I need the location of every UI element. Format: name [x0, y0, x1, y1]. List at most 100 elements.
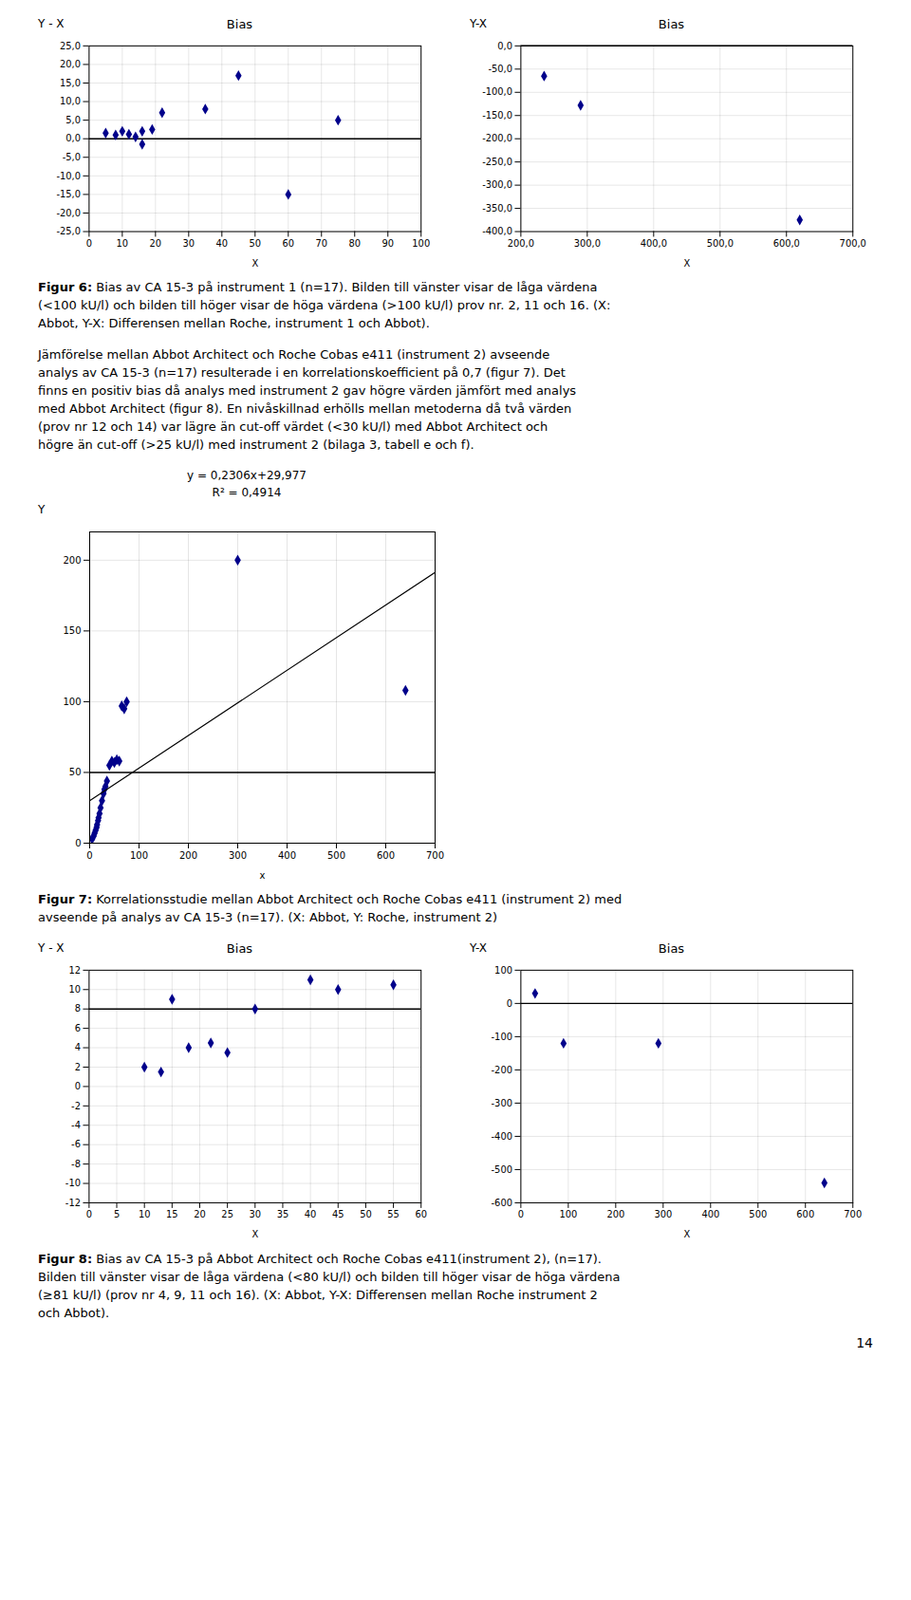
svg-text:0: 0 [74, 837, 81, 849]
svg-text:300: 300 [653, 1208, 672, 1220]
svg-text:40: 40 [216, 238, 229, 249]
svg-text:70: 70 [315, 238, 328, 249]
svg-text:55: 55 [387, 1208, 400, 1220]
svg-text:45: 45 [332, 1208, 345, 1220]
svg-text:6: 6 [74, 1022, 81, 1034]
svg-text:-600: -600 [491, 1197, 513, 1209]
svg-text:-10: -10 [65, 1177, 81, 1189]
svg-text:2: 2 [74, 1061, 81, 1073]
svg-text:700: 700 [843, 1208, 862, 1220]
svg-text:-10,0: -10,0 [55, 169, 81, 181]
svg-text:-150,0: -150,0 [482, 110, 513, 121]
svg-text:-20,0: -20,0 [55, 207, 81, 219]
svg-text:10: 10 [68, 984, 81, 995]
svg-text:-2: -2 [71, 1100, 81, 1112]
svg-text:4: 4 [74, 1041, 81, 1053]
svg-text:-4: -4 [71, 1119, 81, 1131]
svg-text:400: 400 [701, 1208, 720, 1220]
svg-text:30: 30 [249, 1208, 262, 1220]
svg-text:-400,0: -400,0 [482, 225, 513, 237]
svg-text:-6: -6 [71, 1138, 81, 1150]
svg-text:200,0: 200,0 [507, 238, 535, 249]
svg-text:10: 10 [116, 238, 130, 249]
svg-text:X: X [251, 258, 259, 269]
svg-text:25,0: 25,0 [59, 40, 81, 52]
svg-text:5,0: 5,0 [65, 114, 81, 126]
svg-text:100: 100 [62, 696, 81, 707]
svg-text:100: 100 [130, 850, 149, 861]
svg-text:20: 20 [193, 1208, 206, 1220]
svg-text:60: 60 [414, 1208, 428, 1220]
svg-text:X: X [683, 1228, 690, 1240]
svg-text:100: 100 [411, 238, 430, 249]
svg-text:0: 0 [506, 998, 513, 1009]
svg-text:-8: -8 [71, 1158, 81, 1170]
svg-text:-350,0: -350,0 [482, 203, 513, 214]
svg-text:0,0: 0,0 [65, 132, 81, 144]
svg-text:X: X [251, 1228, 259, 1240]
svg-text:12: 12 [68, 965, 81, 976]
svg-text:-400: -400 [491, 1131, 513, 1142]
svg-text:400: 400 [278, 850, 297, 861]
svg-text:-100: -100 [491, 1031, 513, 1042]
svg-text:-25,0: -25,0 [55, 225, 81, 237]
svg-text:100: 100 [494, 965, 513, 976]
svg-text:15: 15 [166, 1208, 179, 1220]
svg-text:0,0: 0,0 [497, 40, 513, 52]
svg-text:-300,0: -300,0 [482, 179, 513, 190]
svg-text:0: 0 [86, 850, 93, 861]
svg-text:30: 30 [183, 238, 196, 249]
svg-text:35: 35 [277, 1208, 290, 1220]
svg-text:10: 10 [138, 1208, 151, 1220]
svg-text:500: 500 [748, 1208, 767, 1220]
html-text:Figur 8: Bias av CA 15-3 på Ab: Figur 8: Bias av CA 15-3 på Abbot Archit… [37, 1251, 621, 1320]
svg-text:200: 200 [62, 555, 81, 566]
svg-text:-250,0: -250,0 [482, 156, 513, 168]
svg-text:-200: -200 [491, 1064, 513, 1076]
svg-text:100: 100 [558, 1208, 577, 1220]
svg-text:600: 600 [376, 850, 395, 861]
svg-text:25: 25 [221, 1208, 234, 1220]
svg-text:10,0: 10,0 [59, 95, 81, 107]
svg-text:0: 0 [74, 1080, 81, 1092]
svg-text:-200,0: -200,0 [482, 132, 513, 144]
svg-text:50: 50 [359, 1208, 372, 1220]
svg-text:20: 20 [149, 238, 163, 249]
svg-text:-500: -500 [491, 1164, 513, 1175]
svg-text:600: 600 [796, 1208, 815, 1220]
svg-text:300,0: 300,0 [574, 238, 601, 249]
svg-text:-300: -300 [491, 1097, 513, 1109]
html-text:Jämförelse mellan Abbot Archit: Jämförelse mellan Abbot Architect och Ro… [37, 347, 577, 452]
svg-text:90: 90 [381, 238, 394, 249]
svg-text:-100,0: -100,0 [482, 86, 513, 97]
svg-text:500: 500 [327, 850, 346, 861]
svg-text:60: 60 [282, 238, 296, 249]
svg-text:50: 50 [69, 766, 82, 778]
svg-text:500,0: 500,0 [706, 238, 734, 249]
svg-text:-12: -12 [65, 1197, 81, 1209]
svg-text:150: 150 [62, 625, 81, 636]
svg-text:20,0: 20,0 [59, 58, 81, 70]
svg-text:-15,0: -15,0 [55, 188, 81, 200]
svg-text:5: 5 [113, 1208, 120, 1220]
svg-text:700,0: 700,0 [839, 238, 867, 249]
svg-text:40: 40 [304, 1208, 317, 1220]
svg-text:0: 0 [86, 1208, 93, 1220]
svg-text:X: X [683, 258, 690, 269]
svg-text:15,0: 15,0 [59, 77, 81, 89]
svg-text:0: 0 [86, 238, 93, 249]
svg-text:400,0: 400,0 [640, 238, 668, 249]
svg-text:50: 50 [249, 238, 262, 249]
svg-text:200: 200 [179, 850, 198, 861]
svg-text:0: 0 [518, 1208, 524, 1220]
svg-text:300: 300 [228, 850, 247, 861]
svg-text:8: 8 [74, 1003, 81, 1014]
svg-text:600,0: 600,0 [773, 238, 800, 249]
svg-text:-50,0: -50,0 [487, 63, 513, 75]
svg-text:80: 80 [348, 238, 361, 249]
svg-text:700: 700 [426, 850, 445, 861]
svg-text:200: 200 [606, 1208, 625, 1220]
svg-text:x: x [260, 870, 266, 881]
svg-text:-5,0: -5,0 [62, 151, 81, 163]
html-text:Figur 6: Bias av CA 15-3 på in: Figur 6: Bias av CA 15-3 på instrument 1… [37, 280, 611, 331]
